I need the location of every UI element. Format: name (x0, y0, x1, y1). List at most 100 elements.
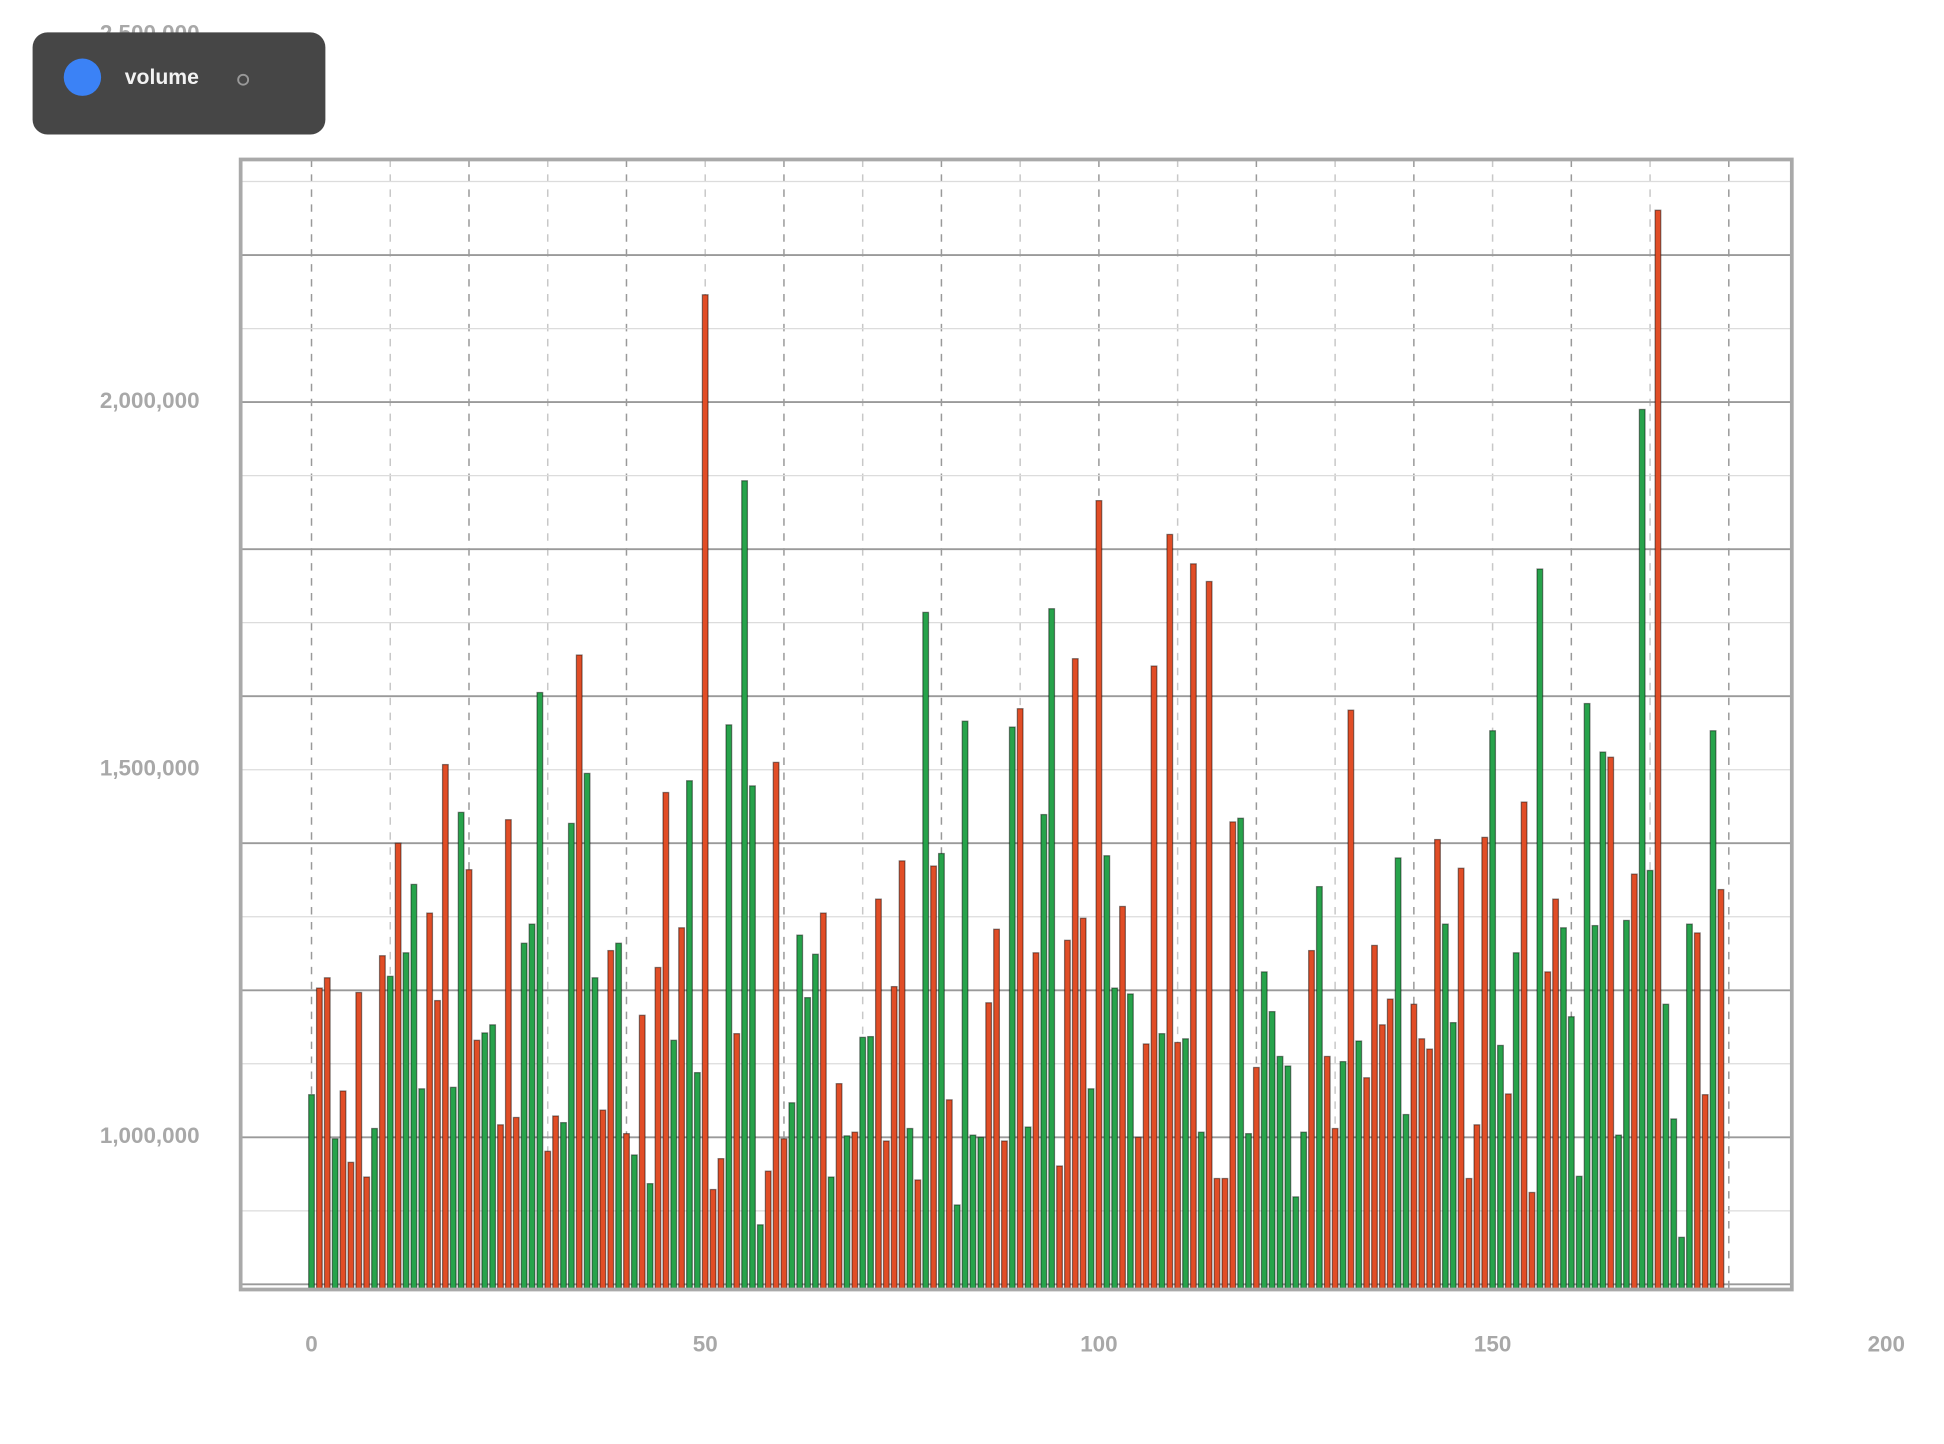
bar (504, 819, 512, 1291)
legend-label: volume (125, 66, 199, 89)
bar (339, 1090, 347, 1291)
bar (1205, 580, 1213, 1291)
bar (1111, 987, 1119, 1291)
bar (347, 1161, 355, 1291)
x-tick-label: 150 (1474, 1331, 1511, 1356)
bar (772, 761, 780, 1291)
bar (693, 1071, 701, 1291)
bar (1355, 1040, 1363, 1291)
bars (308, 209, 1725, 1291)
bar (1378, 1024, 1386, 1291)
bar (1575, 1175, 1583, 1291)
bar (1315, 885, 1323, 1291)
bar (615, 942, 623, 1291)
bar (1339, 1060, 1347, 1291)
bar (977, 1136, 985, 1291)
bar (1371, 944, 1378, 1291)
bar (1646, 869, 1654, 1291)
bar (756, 1224, 764, 1291)
bar (1591, 924, 1599, 1291)
bar (670, 1039, 678, 1291)
bar (764, 1170, 772, 1291)
bar (1158, 1033, 1166, 1291)
bar (851, 1131, 859, 1291)
bar (1638, 408, 1646, 1291)
bar (1434, 838, 1441, 1291)
bar (993, 928, 1001, 1291)
bar (536, 691, 544, 1291)
bar (355, 991, 363, 1291)
bar (1678, 1236, 1686, 1291)
bar (1654, 209, 1662, 1291)
bar (1016, 708, 1024, 1291)
bar (780, 1138, 788, 1291)
bar (599, 1109, 607, 1291)
bar (654, 966, 662, 1291)
bar (560, 1121, 567, 1291)
bar (1071, 658, 1079, 1291)
bar (859, 1036, 867, 1291)
bar (922, 611, 930, 1291)
bar (441, 763, 449, 1291)
bar (1056, 1165, 1063, 1291)
bar (678, 927, 686, 1291)
bar (473, 1039, 481, 1291)
bar (512, 1116, 520, 1291)
bar (308, 1094, 315, 1291)
bar (1504, 1093, 1512, 1291)
bar (1520, 801, 1528, 1291)
bar (1449, 1022, 1457, 1291)
bar (607, 949, 615, 1291)
bar (315, 987, 323, 1291)
bar (1292, 1196, 1300, 1291)
bar (1497, 1044, 1504, 1291)
bar (402, 952, 410, 1291)
bar (662, 791, 670, 1291)
bar (528, 923, 536, 1291)
bar (1063, 939, 1071, 1291)
bar (1347, 709, 1355, 1291)
bar (1481, 836, 1489, 1291)
bar (788, 1102, 796, 1291)
legend-box (32, 32, 326, 135)
bar (591, 977, 599, 1291)
bar (1024, 1126, 1032, 1291)
bar (1386, 998, 1394, 1291)
bar (1402, 1113, 1410, 1291)
bar (1670, 1118, 1678, 1291)
bar (1150, 665, 1158, 1291)
bar (1567, 1016, 1575, 1291)
bar (1363, 1077, 1371, 1291)
bar (1465, 1177, 1473, 1291)
bar (686, 780, 693, 1291)
bar (1536, 568, 1544, 1291)
bar (1284, 1065, 1292, 1291)
x-tick-label: 200 (1868, 1331, 1905, 1356)
bar (882, 1140, 890, 1291)
bar (898, 860, 906, 1291)
bar (985, 1002, 993, 1291)
bar (1095, 499, 1103, 1291)
bar (1260, 971, 1268, 1291)
plot-frame (238, 157, 1794, 1292)
bar (811, 953, 819, 1291)
bar (1126, 993, 1134, 1291)
bar (638, 1014, 646, 1291)
bar (1560, 927, 1567, 1291)
bar (1032, 952, 1040, 1291)
bar (497, 1124, 504, 1291)
bar (1418, 1038, 1426, 1291)
bar (1008, 726, 1016, 1291)
bar (796, 934, 804, 1291)
bar (717, 1158, 725, 1291)
bar (1119, 905, 1126, 1291)
bar (583, 772, 591, 1291)
settings-icon[interactable] (237, 73, 250, 86)
bar (1245, 1133, 1252, 1291)
bar (520, 942, 528, 1291)
bar (1630, 873, 1638, 1291)
legend-marker (63, 58, 102, 96)
bar (1662, 1003, 1670, 1291)
bar (1607, 756, 1615, 1291)
bar (465, 869, 473, 1291)
